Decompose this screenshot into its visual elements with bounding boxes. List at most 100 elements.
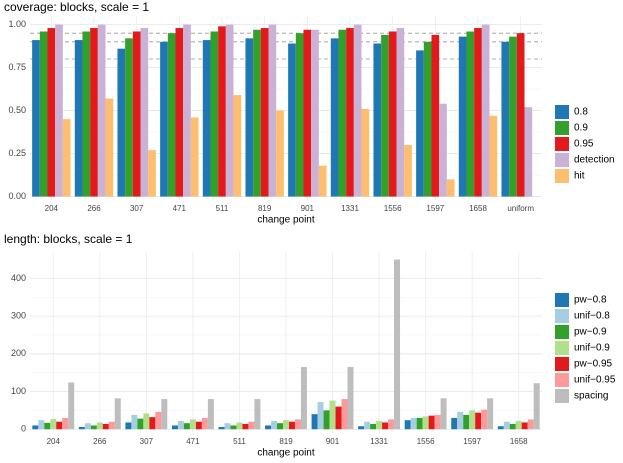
bar [487, 398, 494, 430]
bar [56, 421, 63, 430]
bar [329, 400, 336, 430]
bar [300, 367, 307, 430]
legend-label: detection [574, 155, 615, 166]
bar [431, 34, 440, 197]
x-tick-label: 1597 [426, 204, 444, 213]
bar [125, 422, 132, 430]
x-tick-label: 266 [93, 437, 107, 446]
bar [90, 425, 97, 430]
y-tick-label: 100 [11, 386, 26, 396]
bar [318, 165, 327, 197]
bar [78, 426, 85, 430]
x-tick-label: 819 [279, 437, 293, 446]
y-tick-label: 0.25 [8, 148, 26, 158]
x-tick-label: 471 [173, 204, 187, 213]
bar [233, 95, 242, 197]
legend-key [555, 121, 569, 135]
bar [50, 419, 57, 430]
legend-label: 0.8 [574, 107, 588, 118]
x-tick-label: 511 [216, 204, 229, 213]
bar [353, 24, 362, 197]
legend-key [555, 325, 569, 339]
bar [501, 41, 510, 197]
bar [416, 417, 423, 430]
bar [167, 33, 176, 197]
x-tick-label: 1556 [384, 204, 402, 213]
x-tick-label: 471 [186, 437, 200, 446]
legend-label: pw−0.9 [574, 327, 607, 338]
legend-label: unif−0.8 [574, 311, 610, 322]
bar [225, 24, 234, 197]
bar [161, 399, 168, 430]
legend-label: pw−0.95 [574, 359, 613, 370]
bar [481, 409, 488, 430]
bar [364, 421, 371, 430]
bar [521, 422, 528, 430]
bar [38, 420, 45, 430]
bar [347, 367, 354, 430]
bar [132, 31, 141, 197]
x-tick-label: 307 [140, 437, 154, 446]
bar [457, 411, 464, 430]
bar [330, 38, 339, 197]
bar [265, 425, 272, 430]
bar [140, 28, 149, 197]
bar [497, 426, 504, 430]
bar [171, 425, 178, 430]
bar [311, 414, 318, 430]
bar [527, 419, 534, 430]
x-tick-label: 307 [130, 204, 144, 213]
bar [288, 421, 295, 430]
x-tick-label: 1556 [417, 437, 435, 446]
bar [466, 31, 475, 197]
bar [404, 420, 411, 430]
legend-key [555, 293, 569, 307]
bar [201, 417, 208, 430]
bar [44, 422, 51, 430]
legend-key [555, 341, 569, 355]
x-tick-label: 901 [301, 204, 315, 213]
x-tick-label: 901 [326, 437, 340, 446]
bar [117, 48, 126, 197]
bar [236, 422, 243, 430]
bar [183, 423, 190, 430]
bar [218, 426, 225, 430]
legend-key [555, 153, 569, 167]
legend-label: 0.95 [574, 139, 594, 150]
bar [503, 421, 510, 430]
bar [440, 398, 447, 430]
bar [105, 98, 114, 197]
y-tick-label: 0.50 [8, 105, 26, 115]
bar [131, 414, 138, 430]
chart-title: coverage: blocks, scale = 1 [4, 0, 149, 14]
bar [114, 398, 121, 430]
bar [32, 40, 40, 197]
bar [373, 43, 382, 197]
x-tick-label: 819 [258, 204, 272, 213]
legend-key [555, 105, 569, 119]
bar [509, 423, 516, 430]
bar [82, 31, 91, 197]
bar [370, 423, 377, 430]
x-tick-label: 266 [87, 204, 101, 213]
y-tick-label: 400 [11, 273, 26, 283]
bar [155, 411, 162, 430]
x-tick-label: 1658 [469, 204, 487, 213]
y-tick-label: 1.00 [8, 19, 26, 29]
x-tick-label: 1658 [510, 437, 528, 446]
bar [428, 415, 435, 430]
bar [358, 426, 365, 430]
bar [283, 420, 289, 430]
bar [149, 417, 156, 430]
bar [189, 419, 196, 430]
bar [524, 107, 533, 197]
bar [245, 38, 254, 197]
bar [32, 425, 39, 430]
bar [323, 410, 330, 430]
bar [295, 33, 304, 197]
x-axis-title: change point [257, 215, 314, 226]
bar [516, 33, 525, 197]
y-tick-label: 0 [21, 424, 26, 434]
bar [160, 41, 168, 197]
